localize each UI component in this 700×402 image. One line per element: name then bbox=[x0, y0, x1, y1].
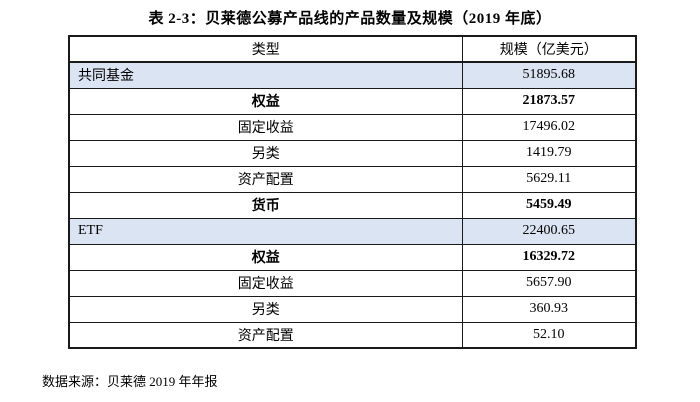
table-row: 权益 16329.72 bbox=[68, 243, 637, 271]
type-cell: 货币 bbox=[68, 191, 463, 219]
type-cell: 共同基金 bbox=[68, 61, 463, 89]
type-cell: 权益 bbox=[68, 243, 463, 271]
table-row: 另类 1419.79 bbox=[68, 139, 637, 167]
type-cell: 另类 bbox=[68, 139, 463, 167]
scale-cell: 1419.79 bbox=[461, 139, 637, 167]
table-row-mutual-funds: 共同基金 51895.68 bbox=[68, 61, 637, 89]
column-header-scale: 规模（亿美元） bbox=[461, 35, 637, 63]
page-title: 表 2-3：贝莱德公募产品线的产品数量及规模（2019 年底） bbox=[148, 11, 552, 27]
scale-cell: 16329.72 bbox=[461, 243, 637, 271]
type-cell: 固定收益 bbox=[68, 269, 463, 297]
type-cell: 固定收益 bbox=[68, 113, 463, 141]
column-header-type: 类型 bbox=[68, 35, 463, 63]
scale-cell: 360.93 bbox=[461, 295, 637, 323]
type-cell: 资产配置 bbox=[68, 165, 463, 193]
table-row: 权益 21873.57 bbox=[68, 87, 637, 115]
table-row: 资产配置 5629.11 bbox=[68, 165, 637, 193]
source-note: 数据来源：贝莱德 2019 年年报 bbox=[42, 374, 218, 389]
scale-cell: 21873.57 bbox=[461, 87, 637, 115]
scale-cell: 17496.02 bbox=[461, 113, 637, 141]
type-cell: 资产配置 bbox=[68, 321, 463, 349]
type-cell: 权益 bbox=[68, 87, 463, 115]
scale-cell: 5459.49 bbox=[461, 191, 637, 219]
scale-cell: 22400.65 bbox=[461, 217, 637, 245]
scale-cell: 5629.11 bbox=[461, 165, 637, 193]
table-row: 固定收益 17496.02 bbox=[68, 113, 637, 141]
table-row: 资产配置 52.10 bbox=[68, 321, 637, 349]
type-cell: 另类 bbox=[68, 295, 463, 323]
scale-cell: 51895.68 bbox=[461, 61, 637, 89]
type-cell: ETF bbox=[68, 217, 463, 245]
table-row-etf: ETF 22400.65 bbox=[68, 217, 637, 245]
table-row: 固定收益 5657.90 bbox=[68, 269, 637, 297]
scale-cell: 52.10 bbox=[461, 321, 637, 349]
scale-cell: 5657.90 bbox=[461, 269, 637, 297]
header-row: 类型 规模（亿美元） bbox=[68, 35, 637, 63]
table-row: 另类 360.93 bbox=[68, 295, 637, 323]
table-row: 货币 5459.49 bbox=[68, 191, 637, 219]
data-table: 类型 规模（亿美元） 共同基金 51895.68 权益 21873.57 固定收… bbox=[68, 35, 637, 349]
